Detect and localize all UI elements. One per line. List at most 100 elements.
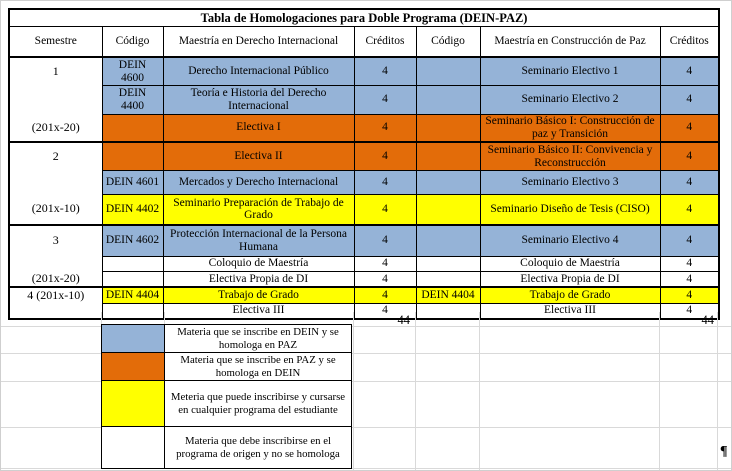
legend-label: Materia que debe inscribirse en el progr…: [164, 426, 352, 469]
code-dein-cell: DEIN 4400: [101, 85, 164, 115]
semester-term: (201x-10): [31, 201, 80, 216]
course-dein-cell: Electiva I: [162, 113, 355, 143]
credits-dein-cell: 4: [353, 286, 417, 304]
course-paz-cell: Coloquio de Maestría: [479, 255, 661, 272]
legend-row: Materia que se inscribe en PAZ y se homo…: [101, 352, 352, 381]
legend-swatch-white: [101, 426, 165, 469]
table-row: Coloquio de Maestría 4 Coloquio de Maest…: [9, 255, 720, 272]
code-dein-cell: DEIN 4602: [101, 224, 164, 257]
legend-row: Meteria que puede inscribirse y cursarse…: [101, 380, 352, 427]
course-paz-cell: Seminario Electivo 4: [479, 224, 661, 257]
column-header-codigo-dein: Código: [101, 25, 164, 58]
code-paz-cell: [415, 56, 481, 87]
semester-term: (201x-20): [31, 119, 80, 134]
table-row: DEIN 4402 Seminario Preparación de Traba…: [9, 193, 720, 226]
column-header-maestria-paz: Maestría en Construcción de Paz: [479, 25, 661, 58]
legend-label: Materia que se inscribe en DEIN y se hom…: [164, 324, 352, 353]
course-paz-cell: Seminario Electivo 1: [479, 56, 661, 87]
legend-row: Materia que debe inscribirse en el progr…: [101, 426, 352, 469]
legend-swatch-orange: [101, 352, 165, 381]
credits-paz-cell: 4: [659, 85, 720, 115]
code-paz-cell: [415, 141, 481, 172]
course-paz-cell: Seminario Electivo 2: [479, 85, 661, 115]
semester-cell-4: 4 (201x-10): [8, 286, 103, 320]
course-dein-cell: Electiva Propia de DI: [162, 271, 355, 288]
code-dein-cell: DEIN 4404: [101, 286, 164, 304]
credits-paz-cell: 4: [659, 224, 720, 257]
table-title: Tabla de Homologaciones para Doble Progr…: [8, 8, 720, 27]
table-row: 3 (201x-20) DEIN 4602 Protección Interna…: [8, 224, 720, 288]
code-dein-cell: [101, 271, 164, 288]
course-paz-cell: Seminario Básico I: Construcción de paz …: [479, 113, 661, 143]
course-dein-cell: Electiva III: [162, 302, 355, 320]
course-paz-cell: Trabajo de Grado: [479, 286, 661, 304]
course-dein-cell: Seminario Preparación de Trabajo de Grad…: [162, 193, 355, 226]
credits-dein-cell: 4: [353, 56, 417, 87]
code-paz-cell: [415, 193, 481, 226]
legend-swatch-blue: [101, 324, 165, 353]
course-dein-cell: Trabajo de Grado: [162, 286, 355, 304]
course-dein-cell: Derecho Internacional Público: [162, 56, 355, 87]
code-dein-cell: [101, 302, 164, 320]
semester-term: [11, 303, 101, 318]
column-header-codigo-paz: Código: [415, 25, 481, 58]
credits-dein-cell: 4: [353, 141, 417, 172]
course-dein-cell: Teoría e Historia del Derecho Internacio…: [162, 85, 355, 115]
column-header-creditos-dein: Créditos: [353, 25, 417, 58]
code-paz-cell: [415, 113, 481, 143]
credits-dein-cell: 4: [353, 193, 417, 226]
table-row: DEIN 4601 Mercados y Derecho Internacion…: [9, 170, 720, 195]
column-header-maestria-dein: Maestría en Derecho Internacional: [162, 25, 355, 58]
table-row: 4 (201x-10) DEIN 4404 Trabajo de Grado 4…: [8, 286, 720, 320]
credits-dein-cell: 4: [353, 85, 417, 115]
code-dein-cell: DEIN 4402: [101, 193, 164, 226]
color-legend: Materia que se inscribe en DEIN y se hom…: [101, 324, 352, 469]
semester-cell-2: 2 (201x-10): [8, 141, 103, 226]
table-row: 1 (201x-20) DEIN 4600 Derecho Internacio…: [8, 56, 720, 143]
table-row: Electiva Propia de DI 4 Electiva Propia …: [9, 271, 720, 288]
credits-paz-cell: 4: [659, 255, 720, 272]
credits-paz-cell: 4: [659, 271, 720, 288]
course-paz-cell: Electiva Propia de DI: [479, 271, 661, 288]
code-paz-cell: [415, 302, 481, 320]
semester-number: 2: [52, 149, 59, 164]
credits-paz-cell: 4: [659, 193, 720, 226]
course-dein-cell: Coloquio de Maestría: [162, 255, 355, 272]
code-dein-cell: [101, 113, 164, 143]
course-dein-cell: Electiva II: [162, 141, 355, 172]
credits-dein-cell: 4: [353, 271, 417, 288]
code-paz-cell: [415, 85, 481, 115]
code-paz-cell: [415, 224, 481, 257]
credits-paz-cell: 4: [659, 286, 720, 304]
credits-paz-cell: 4: [659, 113, 720, 143]
paragraph-mark: ¶: [720, 444, 728, 459]
legend-label: Materia que se inscribe en PAZ y se homo…: [164, 352, 352, 381]
code-paz-cell: [415, 255, 481, 272]
column-header-creditos-paz: Créditos: [659, 25, 720, 58]
course-dein-cell: Protección Internacional de la Persona H…: [162, 224, 355, 257]
credits-dein-cell: 4: [353, 113, 417, 143]
credits-paz-cell: 4: [659, 56, 720, 87]
legend-swatch-yellow: [101, 380, 165, 427]
legend-row: Materia que se inscribe en DEIN y se hom…: [101, 324, 352, 353]
total-credits-paz: 44: [701, 313, 715, 327]
course-dein-cell: Mercados y Derecho Internacional: [162, 170, 355, 195]
code-paz-cell: [415, 170, 481, 195]
table-row: Electiva I 4 Seminario Básico I: Constru…: [9, 113, 720, 143]
credits-paz-cell: 4: [659, 141, 720, 172]
homologation-table: Tabla de Homologaciones para Doble Progr…: [8, 8, 721, 320]
credits-paz-cell: 4: [659, 170, 720, 195]
code-dein-cell: [101, 255, 164, 272]
course-paz-cell: Seminario Diseño de Tesis (CISO): [479, 193, 661, 226]
code-paz-cell: [415, 271, 481, 288]
credits-dein-cell: 4: [353, 224, 417, 257]
course-paz-cell: Seminario Electivo 3: [479, 170, 661, 195]
semester-cell-1: 1 (201x-20): [8, 56, 103, 143]
code-dein-cell: [101, 141, 164, 172]
course-paz-cell: Electiva III: [479, 302, 661, 320]
semester-number: 3: [52, 233, 59, 248]
semester-term: (201x-20): [31, 270, 80, 285]
column-header-semestre: Semestre: [8, 25, 103, 58]
course-paz-cell: Seminario Básico II: Convivencia y Recon…: [479, 141, 661, 172]
